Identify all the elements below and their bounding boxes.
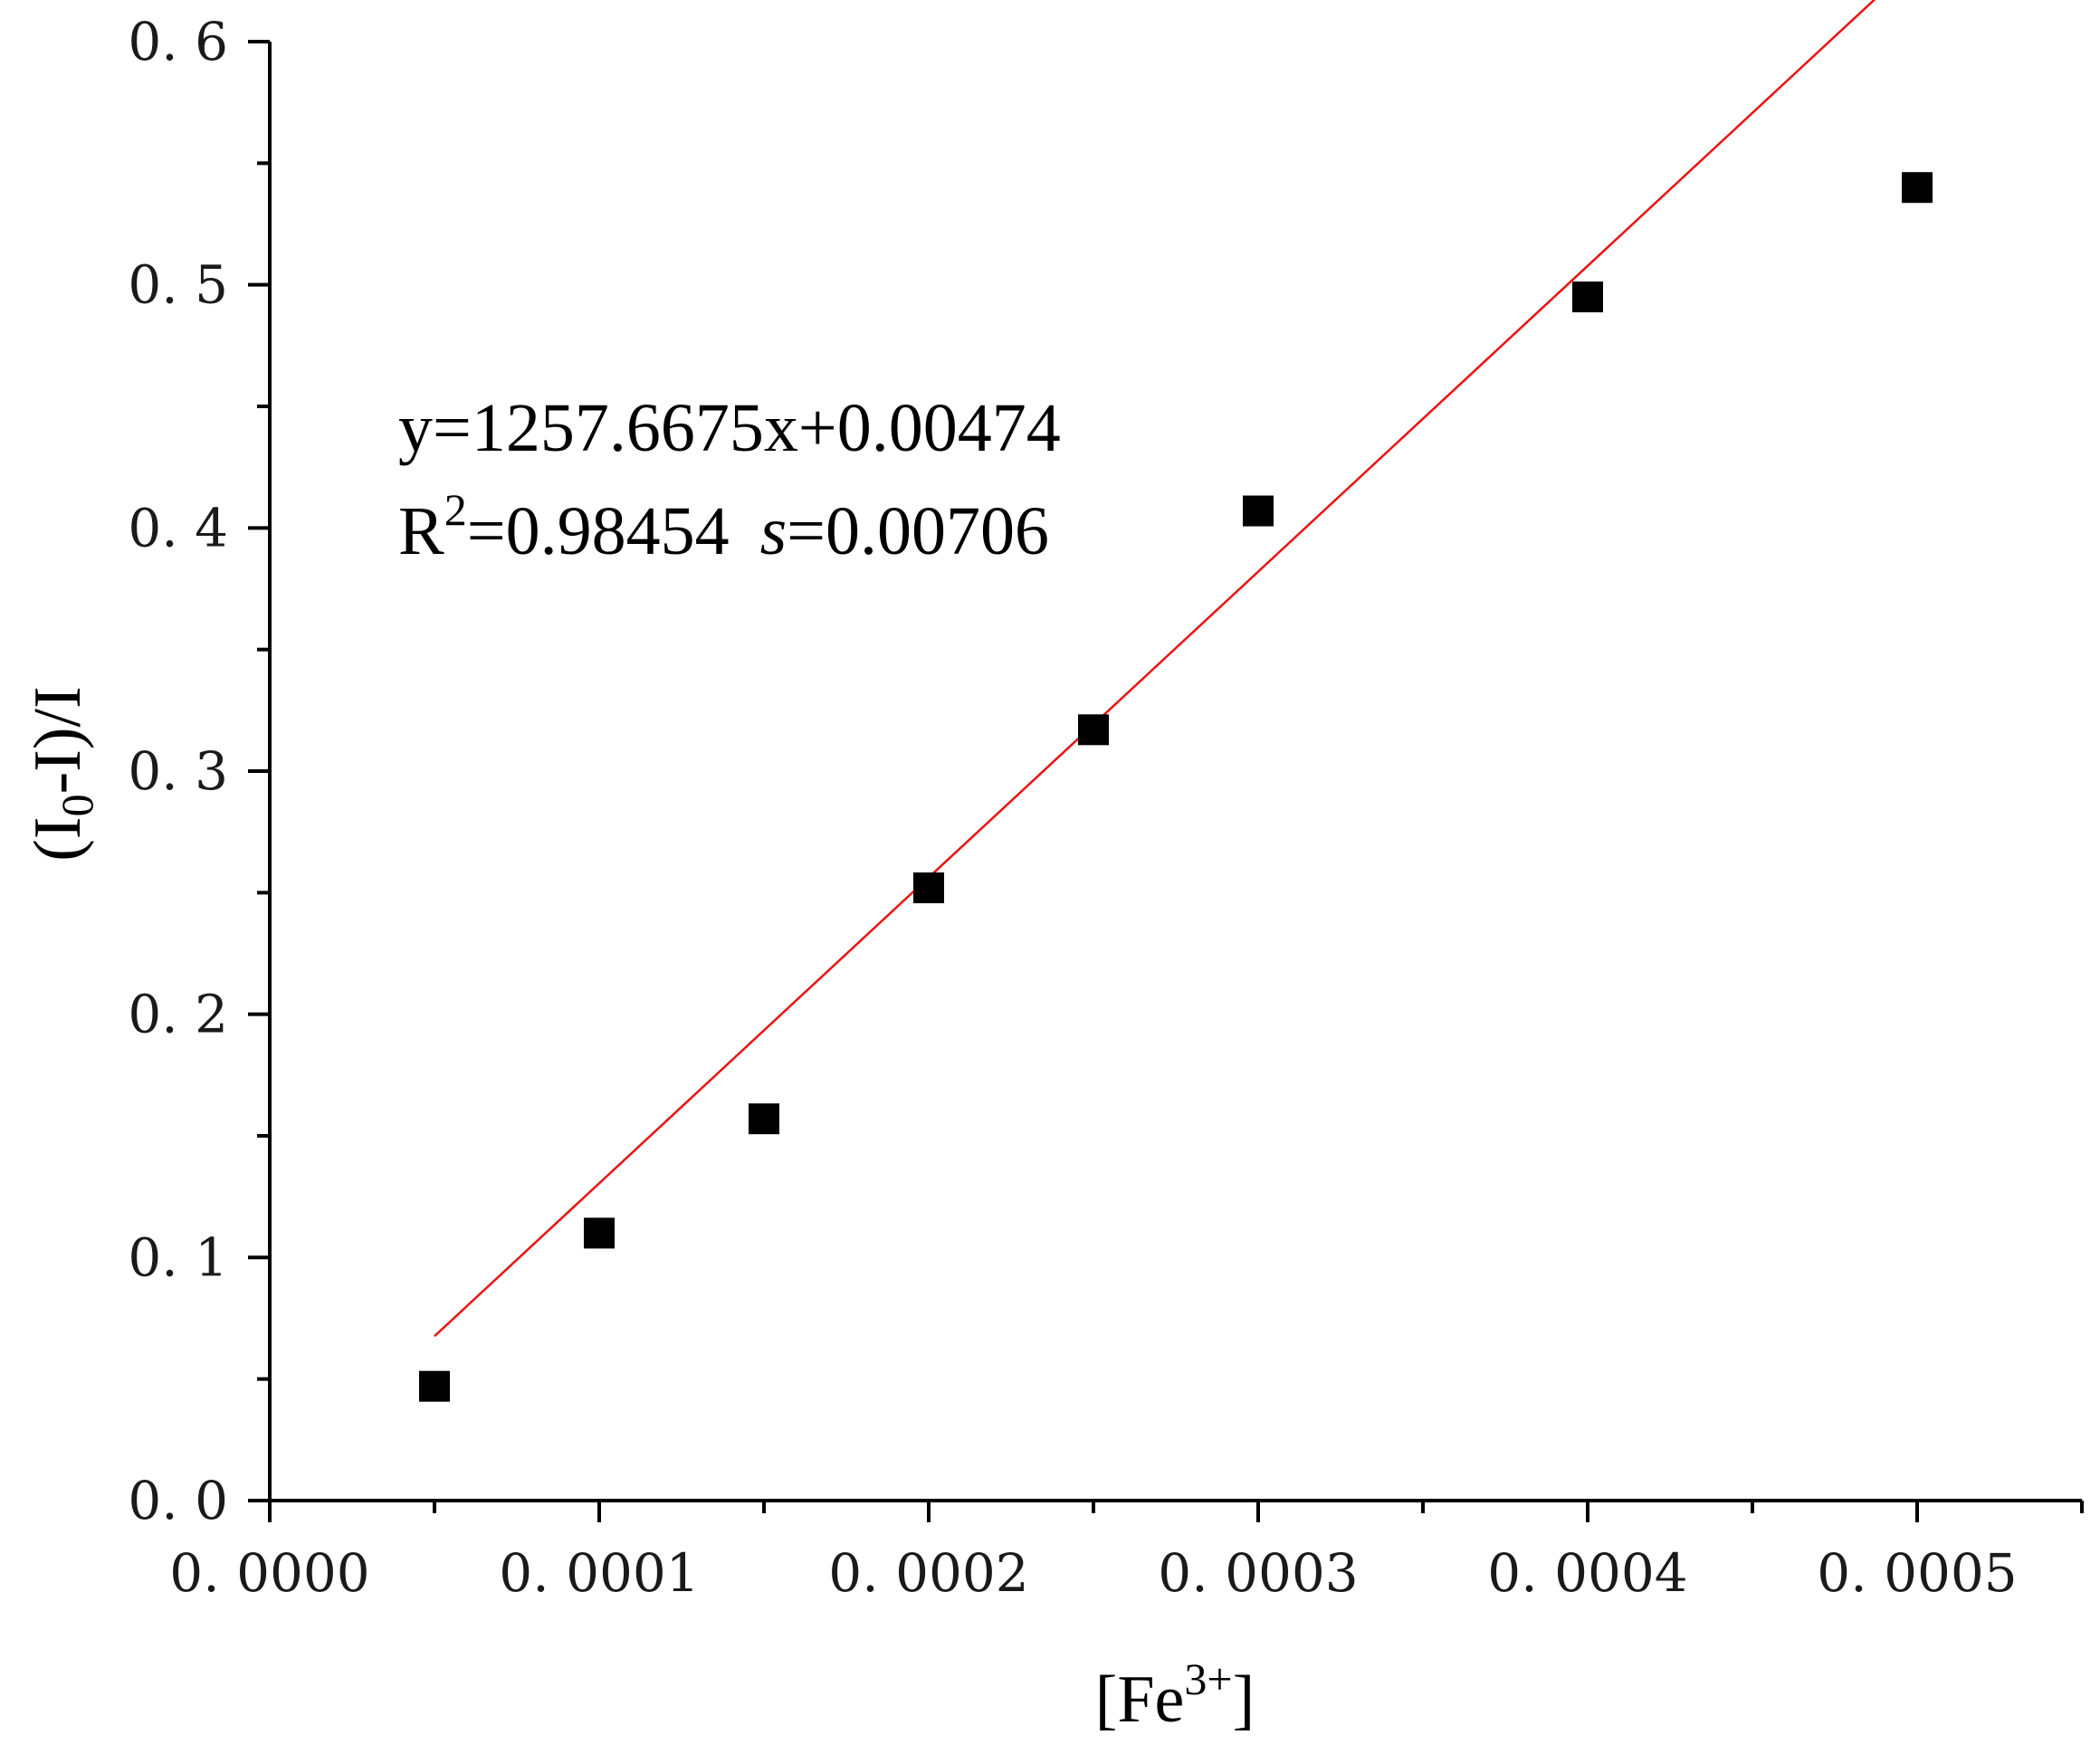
x-tick-label: 0. 0000	[169, 1542, 369, 1604]
y-tick-label: 0. 0	[128, 1470, 228, 1531]
axis-layer	[248, 40, 2084, 1522]
y-tick-label: 0. 2	[128, 984, 228, 1045]
y-axis-title-pre: (I	[21, 816, 95, 861]
y-tick-label: 0. 6	[128, 11, 228, 72]
r-squared-letter: R	[398, 493, 444, 569]
y-tick-label: 0. 4	[128, 497, 228, 558]
s-letter: s	[760, 493, 788, 569]
x-tick-label: 0. 0004	[1487, 1542, 1687, 1604]
x-tick-label: 0. 0002	[828, 1542, 1028, 1604]
y-tick-label: 0. 5	[128, 254, 228, 316]
marker-layer	[419, 172, 1933, 1402]
fit-statistics: R2=0.98454 s=0.00706	[398, 484, 1049, 569]
data-point	[1902, 172, 1933, 204]
s-value: =0.00706	[787, 493, 1049, 569]
data-point	[419, 1370, 450, 1402]
x-tick-label: 0. 0003	[1158, 1542, 1358, 1604]
x-axis-title: [Fe3+]	[1095, 1654, 1255, 1737]
tick-label-layer: 0. 0000 0. 0001 0. 0002 0. 0003 0. 0004 0. 00…	[128, 11, 2017, 1604]
x-tick-label: 0. 0001	[499, 1542, 699, 1604]
x-axis-title-sup: 3+	[1184, 1654, 1232, 1704]
r-squared-exponent: 2	[444, 484, 467, 535]
data-point	[1572, 281, 1603, 313]
r-squared-value: =0.98454	[467, 493, 730, 569]
fit-layer	[434, 0, 1876, 1338]
data-point	[749, 1103, 779, 1135]
y-tick-label: 0. 1	[128, 1226, 228, 1288]
data-point	[1243, 495, 1274, 527]
data-point	[584, 1217, 615, 1249]
data-point	[913, 872, 944, 903]
fit-equation: y=1257.6675x+0.00474	[398, 390, 1061, 466]
y-axis-title-post: -I)/I	[21, 686, 95, 794]
y-tick-label: 0. 3	[128, 740, 228, 802]
x-axis-title-pre: [Fe	[1095, 1663, 1185, 1737]
fit-line	[434, 0, 1876, 1338]
x-axis-title-post: ]	[1233, 1663, 1255, 1737]
x-tick-label: 0. 0005	[1817, 1542, 2017, 1604]
y-axis-title: (I0-I)/I	[21, 686, 102, 861]
y-axis-title-sub: 0	[52, 794, 102, 816]
data-point	[1078, 714, 1109, 746]
